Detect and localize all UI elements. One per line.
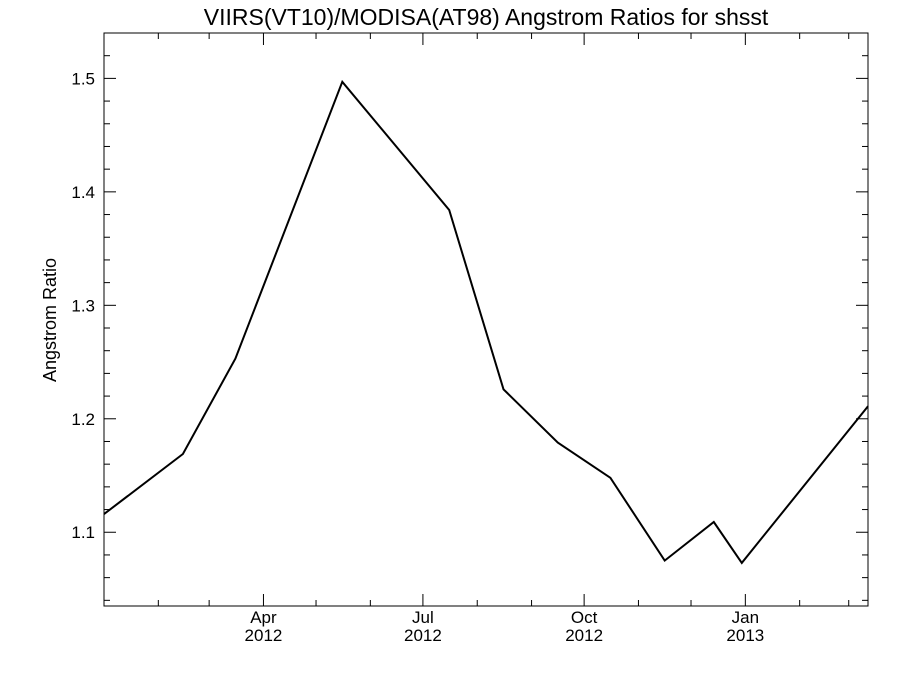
y-tick-label: 1.1 [71,523,95,542]
x-tick-label-month: Jul [412,608,434,627]
x-tick-label-year: 2012 [565,626,603,645]
x-tick-label-year: 2012 [245,626,283,645]
y-tick-label: 1.2 [71,410,95,429]
x-tick-label-month: Jan [732,608,759,627]
y-tick-label: 1.5 [71,69,95,88]
chart-title: VIIRS(VT10)/MODISA(AT98) Angstrom Ratios… [204,4,769,30]
y-axis-label: Angstrom Ratio [40,258,60,382]
plot-frame [103,32,869,607]
y-tick-label: 1.3 [71,296,95,315]
series-line [103,79,869,565]
x-tick-label-year: 2012 [404,626,442,645]
y-tick-label: 1.4 [71,183,95,202]
x-tick-label-month: Oct [571,608,598,627]
x-tick-label-year: 2013 [726,626,764,645]
x-tick-label-month: Apr [250,608,277,627]
axis-tick-labels: 1.11.21.31.41.5Apr2012Jul2012Oct2012Jan2… [71,69,764,645]
series-layer [103,79,869,565]
axis-ticks [104,33,868,606]
